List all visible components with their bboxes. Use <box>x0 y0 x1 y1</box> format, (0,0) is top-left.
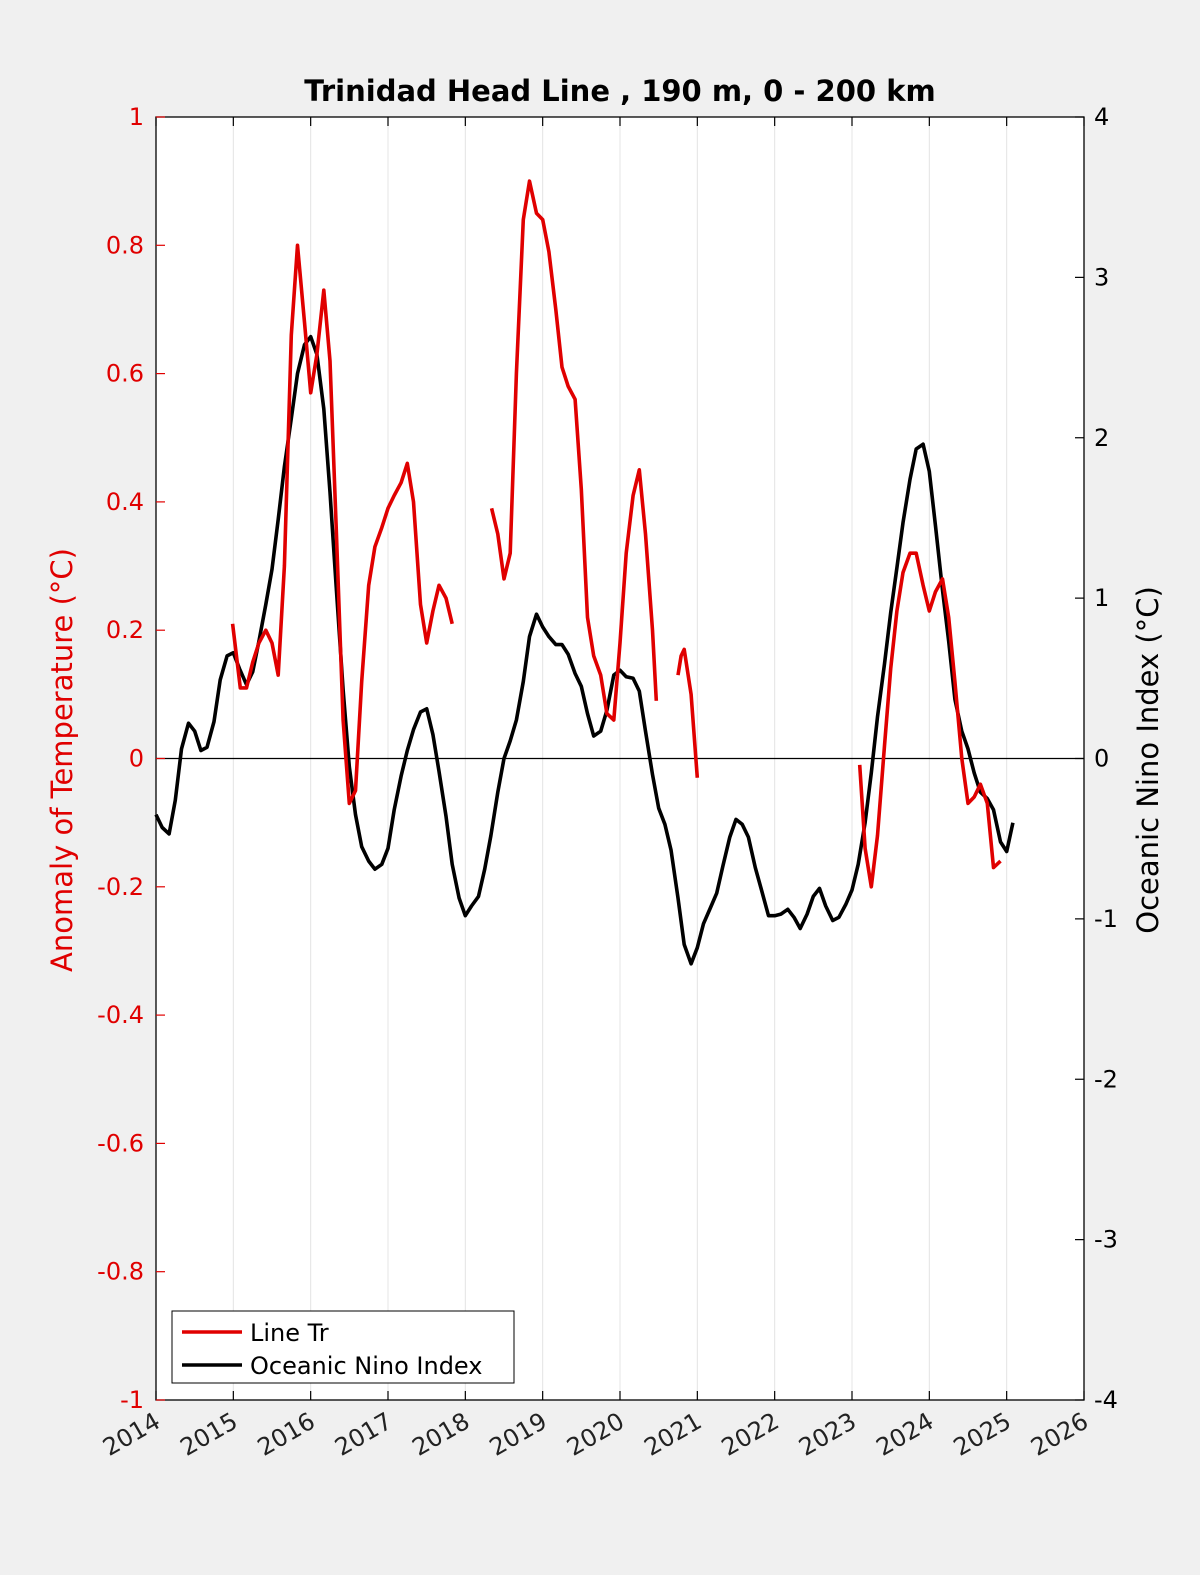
y-right-tick-label--1: -1 <box>1094 905 1118 933</box>
y-axis-left: 1 0.8 0.6 0.4 0.2 0 -0.2 -0.4 -0.6 -0.8 -1 <box>97 103 165 1414</box>
y-left-tick-label-0: 0 <box>129 745 144 773</box>
y-right-tick-label--3: -3 <box>1094 1226 1118 1254</box>
legend-box <box>171 1310 515 1384</box>
legend-label-line-tr: Line Tr <box>250 1319 329 1347</box>
series-oni-segment-1 <box>154 334 1015 966</box>
y-left-tick-label--0.6: -0.6 <box>97 1129 144 1157</box>
series-line-tr-segment-2 <box>489 179 659 722</box>
legend: Line Tr Oceanic Nino Index <box>171 1310 515 1384</box>
y-left-tick-label--0.8: -0.8 <box>97 1258 144 1286</box>
y-axis-left-label: Anomaly of Temperature (°C) <box>45 548 79 972</box>
y-axis-right-label: Oceanic Nino Index (°C) <box>1131 586 1165 934</box>
y-left-tick-label-0.4: 0.4 <box>106 488 144 516</box>
y-left-tick-label-0.2: 0.2 <box>106 616 144 644</box>
y-left-tick-label-0.6: 0.6 <box>106 360 144 388</box>
chart-title: Trinidad Head Line , 190 m, 0 - 200 km <box>304 74 935 108</box>
series-line-tr-segment-4 <box>857 551 1002 889</box>
y-axis-right: 4 3 2 1 0 -1 -2 -3 -4 <box>1075 103 1118 1414</box>
series-layer <box>154 179 1015 966</box>
y-right-tick-label-4: 4 <box>1094 103 1109 131</box>
y-right-tick-label--4: -4 <box>1094 1386 1118 1414</box>
y-left-tick-label--0.2: -0.2 <box>97 873 144 901</box>
y-right-tick-label-1: 1 <box>1094 584 1109 612</box>
y-right-tick-label-2: 2 <box>1094 424 1109 452</box>
y-left-tick-label--1: -1 <box>120 1386 144 1414</box>
y-right-tick-label-3: 3 <box>1094 263 1109 291</box>
series-line-tr-segment-1 <box>230 243 454 806</box>
y-right-tick-label--2: -2 <box>1094 1065 1118 1093</box>
series-line-tr-segment-3 <box>676 647 700 778</box>
legend-label-oni: Oceanic Nino Index <box>250 1352 482 1380</box>
y-left-tick-label--0.4: -0.4 <box>97 1001 144 1029</box>
y-right-tick-label-0: 0 <box>1094 745 1109 773</box>
y-left-tick-label-1: 1 <box>129 103 144 131</box>
y-left-tick-label-0.8: 0.8 <box>106 231 144 259</box>
